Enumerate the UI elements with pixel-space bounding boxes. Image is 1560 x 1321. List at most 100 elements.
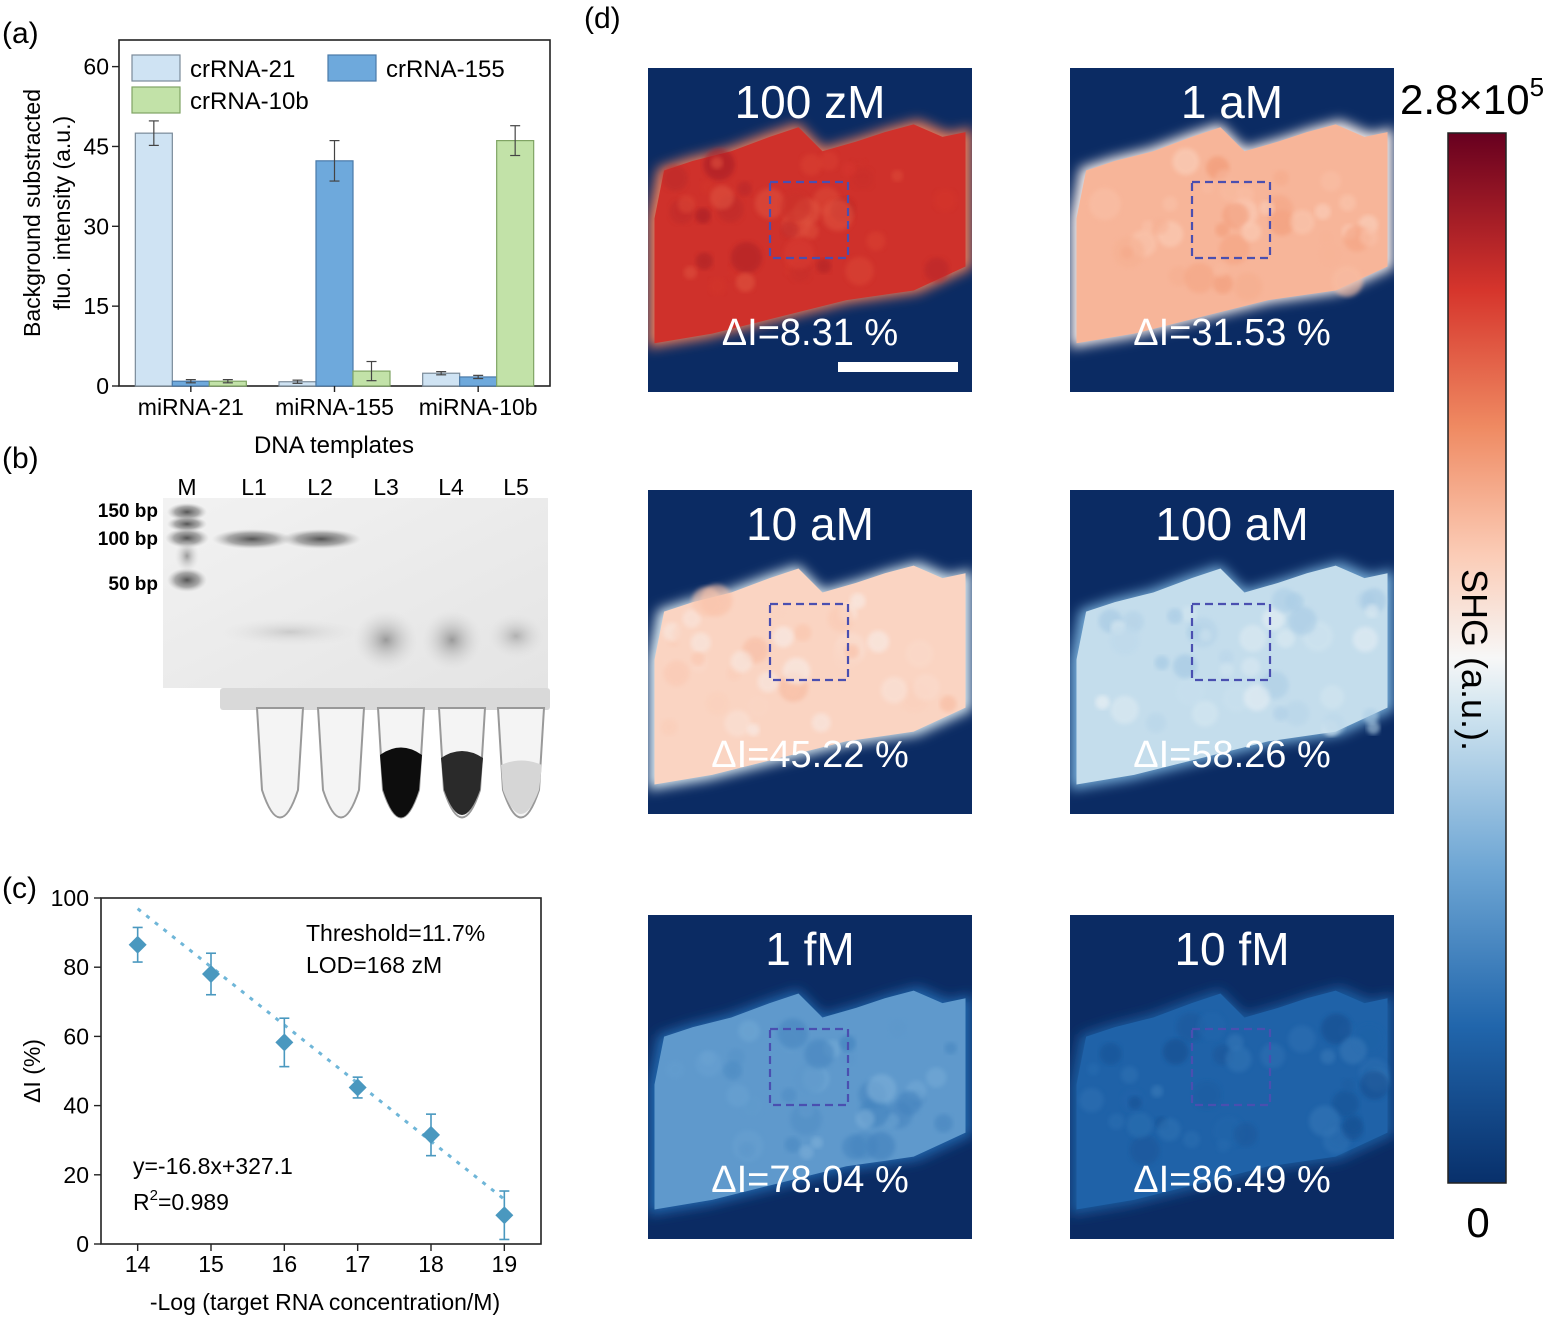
legend-label-crrna-155: crRNA-155 [386,56,505,83]
x-tick-label-c: 15 [198,1251,224,1277]
panel-label-c: (c) [2,872,37,905]
shg-delta-label: ΔI=58.26 % [1133,734,1331,776]
bar-crrna-21-mirna-21 [134,132,173,387]
annotation-r2: R2=0.989 [133,1187,229,1215]
y-ticks-a: 0 15 30 45 60 [83,54,119,399]
tube-l2 [316,707,366,819]
shg-tile-3: 10 aM ΔI=45.22 % [648,490,972,814]
gel-lane-label-l1: L1 [241,474,267,500]
y-tick-label-c: 40 [63,1093,89,1119]
tube-l5 [496,707,546,819]
y-ticks-c: 0 20 40 60 80 100 [51,885,101,1257]
data-point-15 [202,964,220,983]
gel-marker-label: 100 bp [98,529,158,550]
legend-label-crrna-10b: crRNA-10b [190,88,309,115]
colorbar: 2.8×105 0 SHG (a.u.). [1400,72,1544,1246]
y-tick-label-c: 20 [63,1162,89,1188]
legend-swatch-crrna-21 [131,54,181,82]
gel-lane-label-l5: L5 [503,474,529,500]
error-bar-crrna-21-mirna-21 [148,120,159,146]
x-tick-label-c: 19 [492,1251,518,1277]
x-tick-label-a: miRNA-155 [275,394,394,420]
y-tick-label-c: 80 [63,954,89,980]
panel-label-a: (a) [2,17,39,50]
roi-box [1190,180,1272,260]
gel-lane-label-l2: L2 [307,474,333,500]
roi-box [768,180,850,260]
tube-l4 [437,707,487,819]
bar-crrna-10b-mirna-10b [496,140,535,387]
shg-sample [1076,124,1388,344]
error-bars-a [148,120,521,384]
error-bar-crrna-10b-mirna-10b [510,125,521,157]
x-ticks-c: 14 15 16 17 18 19 [125,1244,517,1277]
smear-l3 [354,610,418,670]
error-bar-crrna-21-mirna-10b [436,371,447,376]
shg-delta-label: ΔI=31.53 % [1133,312,1331,354]
tube-l3 [376,707,426,819]
y-tick-label-c: 0 [76,1231,89,1257]
points-c [128,935,514,1225]
plot-frame-c [100,897,542,1245]
shg-concentration-label: 100 aM [1155,498,1308,550]
y-tick-label-a: 15 [83,293,109,319]
gel-marker-label: 150 bp [98,501,158,522]
shg-concentration-label: 1 fM [765,923,854,975]
y-axis-label-c: ΔI (%) [19,1039,45,1103]
shg-concentration-label: 10 fM [1174,923,1289,975]
y-axis-label-a-line1: Background substracted [19,89,45,337]
x-tick-label-a: miRNA-21 [138,394,244,420]
roi-box [768,1027,850,1107]
y-axis-label-a-line2: fluo. intensity (a.u.) [49,116,75,310]
shg-tile-1: 100 zM ΔI=8.31 % [648,68,972,392]
shg-delta-label: ΔI=45.22 % [711,734,909,776]
ladder-band-50 [167,568,207,592]
data-point-18 [422,1125,440,1144]
legend-swatch-crrna-10b [131,86,181,114]
colorbar-gradient [1447,132,1507,1184]
legend-label-crrna-21: crRNA-21 [190,56,295,83]
ladder-band-100 [165,528,209,548]
band-l1 [212,529,292,549]
y-tick-label-a: 0 [96,373,109,399]
x-ticks-a: miRNA-21 miRNA-155 miRNA-10b [138,386,538,420]
tube-l1 [255,707,305,819]
gel-lane-label-l4: L4 [438,474,464,500]
tube-rack [220,688,550,710]
colorbar-max-label: 2.8×105 [1400,72,1544,123]
annotation-equation: y=-16.8x+327.1 [133,1153,293,1179]
x-tick-label-c: 17 [345,1251,371,1277]
y-tick-label-a: 30 [83,213,109,239]
error-bar-crrna-155-mirna-10b [473,374,484,380]
band-l2 [281,529,361,549]
shg-concentration-label: 10 aM [746,498,874,550]
gel-image: M L1 L2 L3 L4 L5 150 bp 100 bp 50 bp [98,474,550,819]
y-tick-label-a: 45 [83,133,109,159]
roi-box [768,602,850,682]
bar-crrna-155-mirna-155 [315,160,354,387]
colorbar-min-label: 0 [1466,1199,1489,1246]
shg-concentration-label: 100 zM [735,76,886,128]
scale-bar [838,362,958,372]
shg-delta-label: ΔI=8.31 % [722,312,898,354]
shg-tile-2: 1 aM ΔI=31.53 % [1070,68,1394,392]
panel-label-d: (d) [584,2,621,35]
x-tick-label-c: 18 [418,1251,444,1277]
gel-marker-label: 50 bp [108,574,158,595]
shg-delta-label: ΔI=86.49 % [1133,1159,1331,1201]
shg-delta-label: ΔI=78.04 % [711,1159,909,1201]
gel-marker-labels: 150 bp 100 bp 50 bp [98,501,158,595]
data-point-19 [495,1206,514,1225]
roi-box [1190,602,1272,682]
legend-a: crRNA-21 crRNA-155 crRNA-10b [131,54,505,115]
smear-l1l2 [220,618,360,646]
error-bar-crrna-10b-mirna-155 [366,360,377,382]
smear-l4 [422,610,482,670]
shg-tiles: 100 zM ΔI=8.31 % 1 aM ΔI=31.53 % 10 aM ΔI=45.… [648,68,1394,1239]
data-point-17 [348,1078,367,1097]
y-tick-label-c: 60 [63,1023,89,1049]
roi-box [1190,1027,1272,1107]
x-axis-label-c: -Log (target RNA concentration/M) [150,1289,500,1315]
bar-chart-a: 0 15 30 45 60 miRNA-21 miRNA-155 miRNA-10b crR… [19,39,551,459]
